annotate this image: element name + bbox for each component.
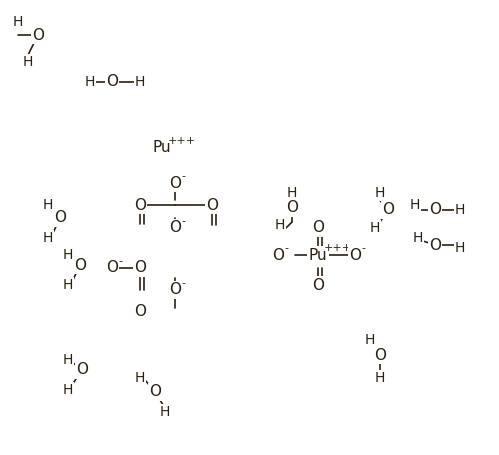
Text: H: H xyxy=(413,231,423,245)
Text: O: O xyxy=(106,75,118,90)
Text: -: - xyxy=(181,172,185,182)
Text: O: O xyxy=(382,202,394,217)
Text: H: H xyxy=(375,186,385,200)
Text: H: H xyxy=(63,383,73,397)
Text: O: O xyxy=(149,384,161,399)
Text: -: - xyxy=(181,278,185,288)
Text: H: H xyxy=(135,75,145,89)
Text: H: H xyxy=(370,221,380,235)
Text: H: H xyxy=(275,218,285,232)
Text: O: O xyxy=(76,363,88,378)
Text: -: - xyxy=(181,217,185,227)
Text: Pu: Pu xyxy=(153,141,171,156)
Text: O: O xyxy=(32,27,44,42)
Text: H: H xyxy=(410,198,420,212)
Text: H: H xyxy=(455,203,465,217)
Text: O: O xyxy=(169,176,181,191)
Text: O: O xyxy=(106,261,118,275)
Text: O: O xyxy=(134,261,146,275)
Text: H: H xyxy=(160,405,170,419)
Text: H: H xyxy=(375,371,385,385)
Text: -: - xyxy=(284,243,288,253)
Text: H: H xyxy=(365,333,375,347)
Text: H: H xyxy=(43,198,53,212)
Text: H: H xyxy=(43,231,53,245)
Text: O: O xyxy=(429,238,441,253)
Text: O: O xyxy=(286,201,298,216)
Text: H: H xyxy=(455,241,465,255)
Text: -: - xyxy=(118,257,122,266)
Text: Pu: Pu xyxy=(309,248,327,263)
Text: O: O xyxy=(169,221,181,236)
Text: O: O xyxy=(74,258,86,273)
Text: H: H xyxy=(13,15,23,29)
Text: H: H xyxy=(135,371,145,385)
Text: O: O xyxy=(374,348,386,363)
Text: O: O xyxy=(429,202,441,217)
Text: H: H xyxy=(85,75,95,89)
Text: H: H xyxy=(63,278,73,292)
Text: H: H xyxy=(63,248,73,262)
Text: H: H xyxy=(63,353,73,367)
Text: O: O xyxy=(312,278,324,293)
Text: O: O xyxy=(206,197,218,212)
Text: O: O xyxy=(54,211,66,226)
Text: O: O xyxy=(312,221,324,236)
Text: O: O xyxy=(134,304,146,319)
Text: O: O xyxy=(272,248,284,263)
Text: O: O xyxy=(349,248,361,263)
Text: H: H xyxy=(287,186,297,200)
Text: -: - xyxy=(361,243,365,253)
Text: H: H xyxy=(23,55,33,69)
Text: O: O xyxy=(169,283,181,298)
Text: +++: +++ xyxy=(324,243,352,253)
Text: O: O xyxy=(134,197,146,212)
Text: +++: +++ xyxy=(168,136,196,147)
